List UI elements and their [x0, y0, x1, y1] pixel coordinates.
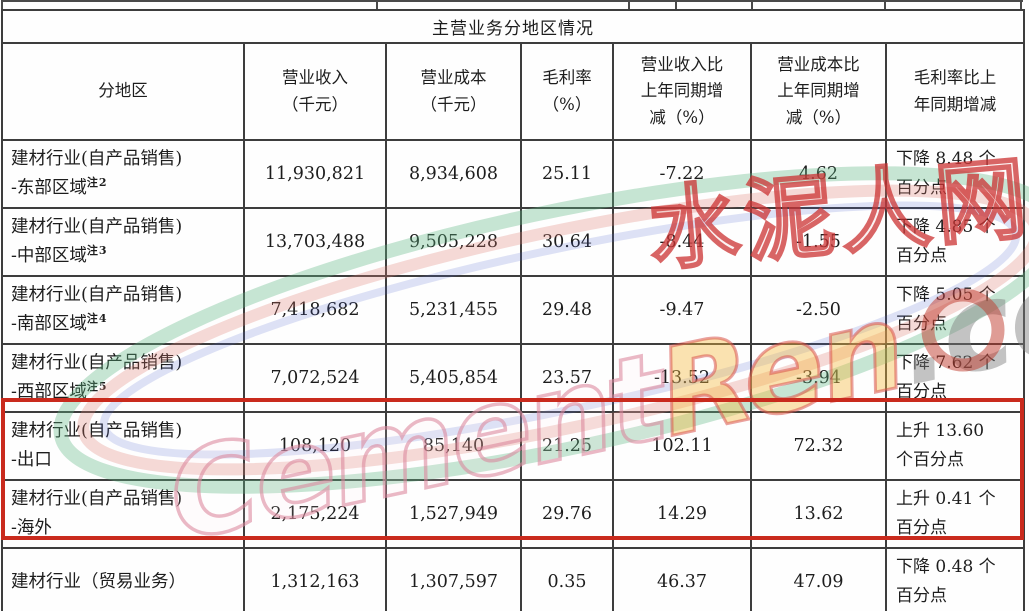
col-header-region: 分地区	[1, 42, 245, 141]
table-row-export: 建材行业(自产品销售) -出口 108,120 85,140 21.25 102…	[1, 411, 1026, 481]
cost-yoy-cell: -2.50	[750, 275, 887, 345]
region-name-line1: 建材行业(自产品销售)	[11, 285, 183, 306]
footnote-ref: 注4	[86, 312, 108, 326]
cost-cell: 1,307,597	[385, 547, 522, 611]
region-cell: 建材行业(自产品销售) -海外	[1, 479, 245, 549]
cost-yoy-cell: -1.55	[750, 207, 887, 277]
table-title: 主营业务分地区情况	[0, 9, 1026, 44]
cost-cell: 8,934,608	[385, 139, 522, 209]
region-name-line2: -东部区域	[11, 178, 87, 198]
region-cell: 建材行业(自产品销售) -东部区域注2	[1, 139, 245, 209]
revenue-cell: 7,072,524	[243, 343, 387, 413]
table-row-south: 建材行业(自产品销售) -南部区域注4 7,418,682 5,231,455 …	[1, 275, 1026, 345]
cost-yoy-cell: -3.94	[750, 343, 887, 413]
footnote-ref: 注3	[86, 244, 108, 258]
region-name-line1: 建材行业(自产品销售)	[11, 149, 183, 170]
region-name-line1: 建材行业(自产品销售)	[11, 353, 183, 374]
revenue-yoy-cell: 46.37	[612, 547, 752, 611]
revenue-cell: 13,703,488	[243, 207, 387, 277]
table-row-central: 建材行业(自产品销售) -中部区域注3 13,703,488 9,505,228…	[1, 207, 1026, 277]
region-cell: 建材行业(自产品销售) -西部区域注5	[1, 343, 245, 413]
gross-margin-cell: 30.64	[520, 207, 614, 277]
revenue-cell: 7,418,682	[243, 275, 387, 345]
region-name-line1: 建材行业（贸易业务）	[11, 571, 186, 592]
revenue-cell: 108,120	[243, 411, 387, 481]
col-header-revenue: 营业收入（千元）	[243, 42, 387, 141]
footnote-ref: 注5	[86, 380, 108, 394]
gross-margin-cell: 0.35	[520, 547, 614, 611]
cost-cell: 5,231,455	[385, 275, 522, 345]
gross-margin-cell: 23.57	[520, 343, 614, 413]
region-name-line1: 建材行业(自产品销售)	[11, 421, 183, 442]
cost-yoy-cell: 13.62	[750, 479, 887, 549]
revenue-yoy-cell: -8.44	[612, 207, 752, 277]
margin-yoy-cell: 下降 4.85 个百分点	[884, 207, 1026, 277]
region-name-line2: -海外	[11, 518, 52, 538]
table-row-overseas: 建材行业(自产品销售) -海外 2,175,224 1,527,949 29.7…	[1, 479, 1026, 549]
cost-cell: 9,505,228	[385, 207, 522, 277]
margin-yoy-cell: 下降 5.05 个百分点	[884, 275, 1026, 345]
cost-yoy-cell: 47.09	[750, 547, 887, 611]
col-header-cost: 营业成本（千元）	[385, 42, 522, 141]
region-name-line2: -西部区域	[11, 382, 87, 402]
region-name-line1: 建材行业(自产品销售)	[11, 489, 183, 510]
cost-cell: 85,140	[385, 411, 522, 481]
col-header-cost-yoy: 营业成本比上年同期增减（%）	[750, 42, 887, 141]
revenue-yoy-cell: -9.47	[612, 275, 752, 345]
region-name-line2: -南部区域	[11, 314, 87, 334]
revenue-yoy-cell: -7.22	[612, 139, 752, 209]
table-row-east: 建材行业(自产品销售) -东部区域注2 11,930,821 8,934,608…	[1, 139, 1026, 209]
gross-margin-cell: 29.48	[520, 275, 614, 345]
revenue-cell: 1,312,163	[243, 547, 387, 611]
cost-yoy-cell: 72.32	[750, 411, 887, 481]
col-header-margin-yoy: 毛利率比上年同期增减	[884, 42, 1026, 141]
margin-yoy-cell: 下降 7.62 个百分点	[884, 343, 1026, 413]
revenue-yoy-cell: 102.11	[612, 411, 752, 481]
region-cell: 建材行业(自产品销售) -南部区域注4	[1, 275, 245, 345]
cost-cell: 1,527,949	[385, 479, 522, 549]
gross-margin-cell: 29.76	[520, 479, 614, 549]
region-business-table: 主营业务分地区情况 分地区 营业收入（千元） 营业成本（千元） 毛利率（%） 营…	[0, 9, 1026, 611]
region-name-line2: -出口	[11, 450, 52, 470]
gross-margin-cell: 21.25	[520, 411, 614, 481]
revenue-cell: 11,930,821	[243, 139, 387, 209]
cost-yoy-cell: 4.62	[750, 139, 887, 209]
gross-margin-cell: 25.11	[520, 139, 614, 209]
region-name-line2: -中部区域	[11, 246, 87, 266]
margin-yoy-cell: 上升 13.60 个百分点	[884, 411, 1026, 481]
cost-cell: 5,405,854	[385, 343, 522, 413]
table-row-west: 建材行业(自产品销售) -西部区域注5 7,072,524 5,405,854 …	[1, 343, 1026, 413]
margin-yoy-cell: 下降 8.48 个百分点	[884, 139, 1026, 209]
previous-table-bottom-edge	[1, 0, 1023, 11]
margin-yoy-cell: 上升 0.41 个百分点	[884, 479, 1026, 549]
footnote-ref: 注2	[86, 176, 108, 190]
region-cell: 建材行业(自产品销售) -中部区域注3	[1, 207, 245, 277]
margin-yoy-cell: 下降 0.48 个百分点	[884, 547, 1026, 611]
table-row-trading: 建材行业（贸易业务） 1,312,163 1,307,597 0.35 46.3…	[1, 547, 1026, 611]
col-header-revenue-yoy: 营业收入比上年同期增减（%）	[612, 42, 752, 141]
region-cell: 建材行业(自产品销售) -出口	[1, 411, 245, 481]
revenue-cell: 2,175,224	[243, 479, 387, 549]
revenue-yoy-cell: -13.52	[612, 343, 752, 413]
col-header-gross-margin: 毛利率（%）	[520, 42, 614, 141]
region-name-line1: 建材行业(自产品销售)	[11, 217, 183, 238]
region-cell: 建材行业（贸易业务）	[1, 547, 245, 611]
revenue-yoy-cell: 14.29	[612, 479, 752, 549]
